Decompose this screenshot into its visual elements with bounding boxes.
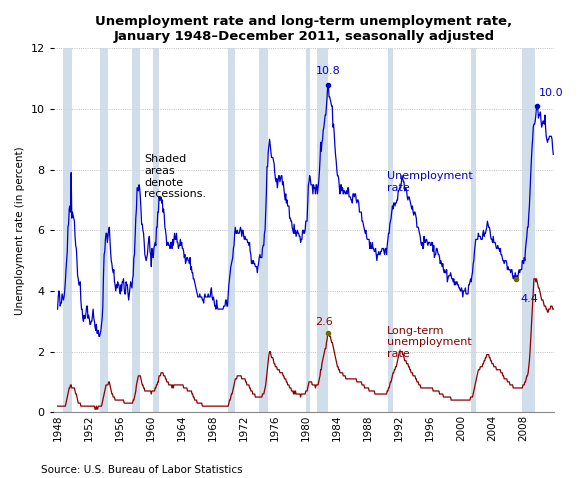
Bar (306, 48, 310, 412)
Bar (259, 48, 267, 412)
Bar (470, 48, 476, 412)
Y-axis label: Unemployment rate (in percent): Unemployment rate (in percent) (15, 146, 25, 315)
Text: 2.6: 2.6 (315, 317, 333, 327)
Title: Unemployment rate and long-term unemployment rate,
January 1948–December 2011, s: Unemployment rate and long-term unemploy… (95, 15, 512, 43)
Bar (132, 48, 140, 412)
Bar (317, 48, 328, 412)
Bar (153, 48, 159, 412)
Text: Unemployment
rate: Unemployment rate (387, 171, 473, 193)
Text: 10.8: 10.8 (316, 65, 340, 76)
Text: Long-term
unemployment
rate: Long-term unemployment rate (387, 326, 472, 359)
Text: Source: U.S. Bureau of Labor Statistics: Source: U.S. Bureau of Labor Statistics (41, 465, 242, 475)
Bar (523, 48, 535, 412)
Bar (227, 48, 235, 412)
Text: 10.0: 10.0 (539, 88, 563, 98)
Bar (388, 48, 393, 412)
Bar (63, 48, 72, 412)
Bar (100, 48, 108, 412)
Text: 4.4: 4.4 (520, 294, 538, 304)
Text: Shaded
areas
denote
recessions.: Shaded areas denote recessions. (144, 154, 206, 199)
